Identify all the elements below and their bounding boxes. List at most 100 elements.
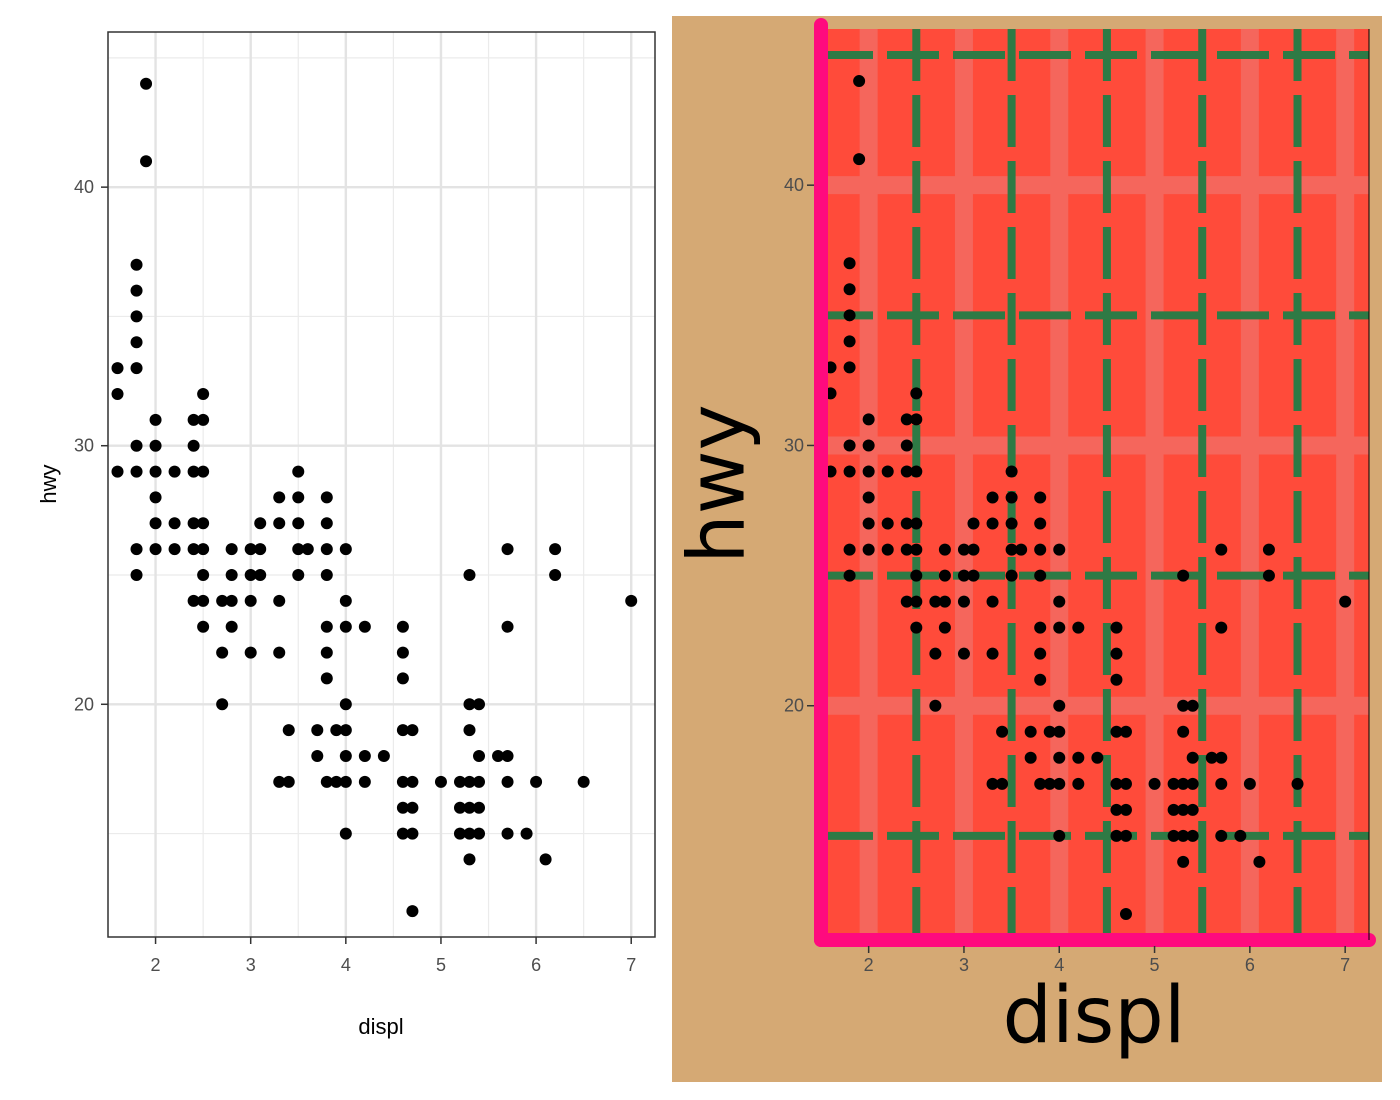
left-x-tick-label: 3 xyxy=(246,955,256,975)
right-data-point xyxy=(1177,829,1190,842)
right-data-point xyxy=(967,569,980,582)
right-data-point xyxy=(900,517,913,530)
left-plot: 2 3 4 5 6 7 20 30 40 displ hwy xyxy=(36,31,656,1039)
left-data-point xyxy=(168,543,181,556)
left-data-point xyxy=(625,594,638,607)
right-data-point xyxy=(900,439,913,452)
right-axis-lines xyxy=(814,18,1376,947)
right-data-point xyxy=(1034,621,1047,634)
right-data-point xyxy=(881,465,894,478)
left-data-point xyxy=(111,388,124,400)
right-data-point xyxy=(986,647,999,660)
right-data-point xyxy=(910,517,923,530)
left-x-tick-label: 6 xyxy=(531,955,541,975)
right-x-tick-label: 7 xyxy=(1340,955,1350,975)
right-data-point xyxy=(1053,829,1066,842)
left-data-point xyxy=(149,517,162,530)
left-data-point xyxy=(197,594,210,607)
left-data-point xyxy=(463,853,476,866)
right-data-point xyxy=(1015,543,1028,556)
right-data-point xyxy=(1119,907,1132,920)
left-data-point xyxy=(130,362,143,375)
left-data-point xyxy=(130,439,143,452)
right-data-point xyxy=(862,517,875,530)
left-y-tick-label: 30 xyxy=(74,436,94,456)
right-data-point xyxy=(957,595,970,608)
left-data-point xyxy=(187,517,200,530)
right-data-point xyxy=(1186,699,1199,712)
left-data-point xyxy=(501,620,514,633)
left-data-point xyxy=(501,543,514,556)
left-data-point xyxy=(149,439,162,452)
left-data-point xyxy=(244,569,257,581)
left-data-point xyxy=(320,543,333,556)
left-data-point xyxy=(140,77,153,90)
left-data-point xyxy=(339,698,352,711)
right-data-point xyxy=(967,517,980,530)
left-data-point xyxy=(197,543,210,556)
left-grid xyxy=(107,32,655,937)
right-data-point xyxy=(938,569,951,582)
right-points xyxy=(824,75,1352,920)
right-data-point xyxy=(1053,699,1066,712)
left-data-point xyxy=(311,724,324,737)
right-data-point xyxy=(1215,543,1228,556)
left-data-point xyxy=(282,775,295,788)
right-y-axis-label: hwy xyxy=(672,404,762,563)
left-data-point xyxy=(130,310,143,323)
left-data-point xyxy=(197,465,210,478)
left-data-point xyxy=(282,724,295,737)
right-data-point xyxy=(1024,751,1037,764)
right-data-point xyxy=(843,257,856,270)
right-data-point xyxy=(938,595,951,608)
right-data-point xyxy=(1291,777,1304,790)
left-data-point xyxy=(577,775,590,788)
right-data-point xyxy=(929,595,942,608)
left-data-point xyxy=(406,827,419,840)
right-data-point xyxy=(1043,777,1056,790)
right-data-point xyxy=(881,517,894,530)
right-data-point xyxy=(1186,777,1199,790)
right-data-point xyxy=(900,413,913,426)
left-data-point xyxy=(225,594,238,607)
right-data-point xyxy=(1177,725,1190,738)
left-data-point xyxy=(225,569,238,581)
left-data-point xyxy=(149,491,162,504)
left-data-point xyxy=(520,827,533,840)
right-data-point xyxy=(853,153,866,166)
left-data-point xyxy=(396,775,409,788)
left-data-point xyxy=(473,698,486,711)
left-data-point xyxy=(320,775,333,788)
left-data-point xyxy=(292,491,305,504)
right-data-point xyxy=(1110,621,1123,634)
left-data-point xyxy=(292,517,305,530)
left-data-point xyxy=(339,620,352,633)
left-data-point xyxy=(273,517,286,530)
left-data-point xyxy=(358,775,371,788)
right-data-point xyxy=(1110,803,1123,816)
left-data-point xyxy=(463,801,476,814)
right-data-point xyxy=(1034,673,1047,686)
right-data-point xyxy=(853,75,866,88)
left-data-point xyxy=(339,827,352,840)
left-data-point xyxy=(320,646,333,659)
left-data-point xyxy=(549,569,562,581)
left-data-point xyxy=(273,594,286,607)
left-data-point xyxy=(187,594,200,607)
right-data-point xyxy=(967,543,980,556)
left-data-point xyxy=(320,491,333,504)
right-x-axis-label: displ xyxy=(1002,971,1185,1061)
left-data-point xyxy=(463,569,476,581)
left-y-tick-label: 40 xyxy=(74,177,94,197)
right-data-point xyxy=(1072,621,1085,634)
right-x-tick-label: 2 xyxy=(864,955,874,975)
left-data-point xyxy=(339,775,352,788)
left-data-point xyxy=(320,672,333,685)
left-data-point xyxy=(330,775,343,788)
right-data-point xyxy=(1177,777,1190,790)
left-x-axis-label: displ xyxy=(358,1014,403,1039)
right-data-point xyxy=(1110,829,1123,842)
right-data-point xyxy=(1053,751,1066,764)
right-data-point xyxy=(843,309,856,322)
